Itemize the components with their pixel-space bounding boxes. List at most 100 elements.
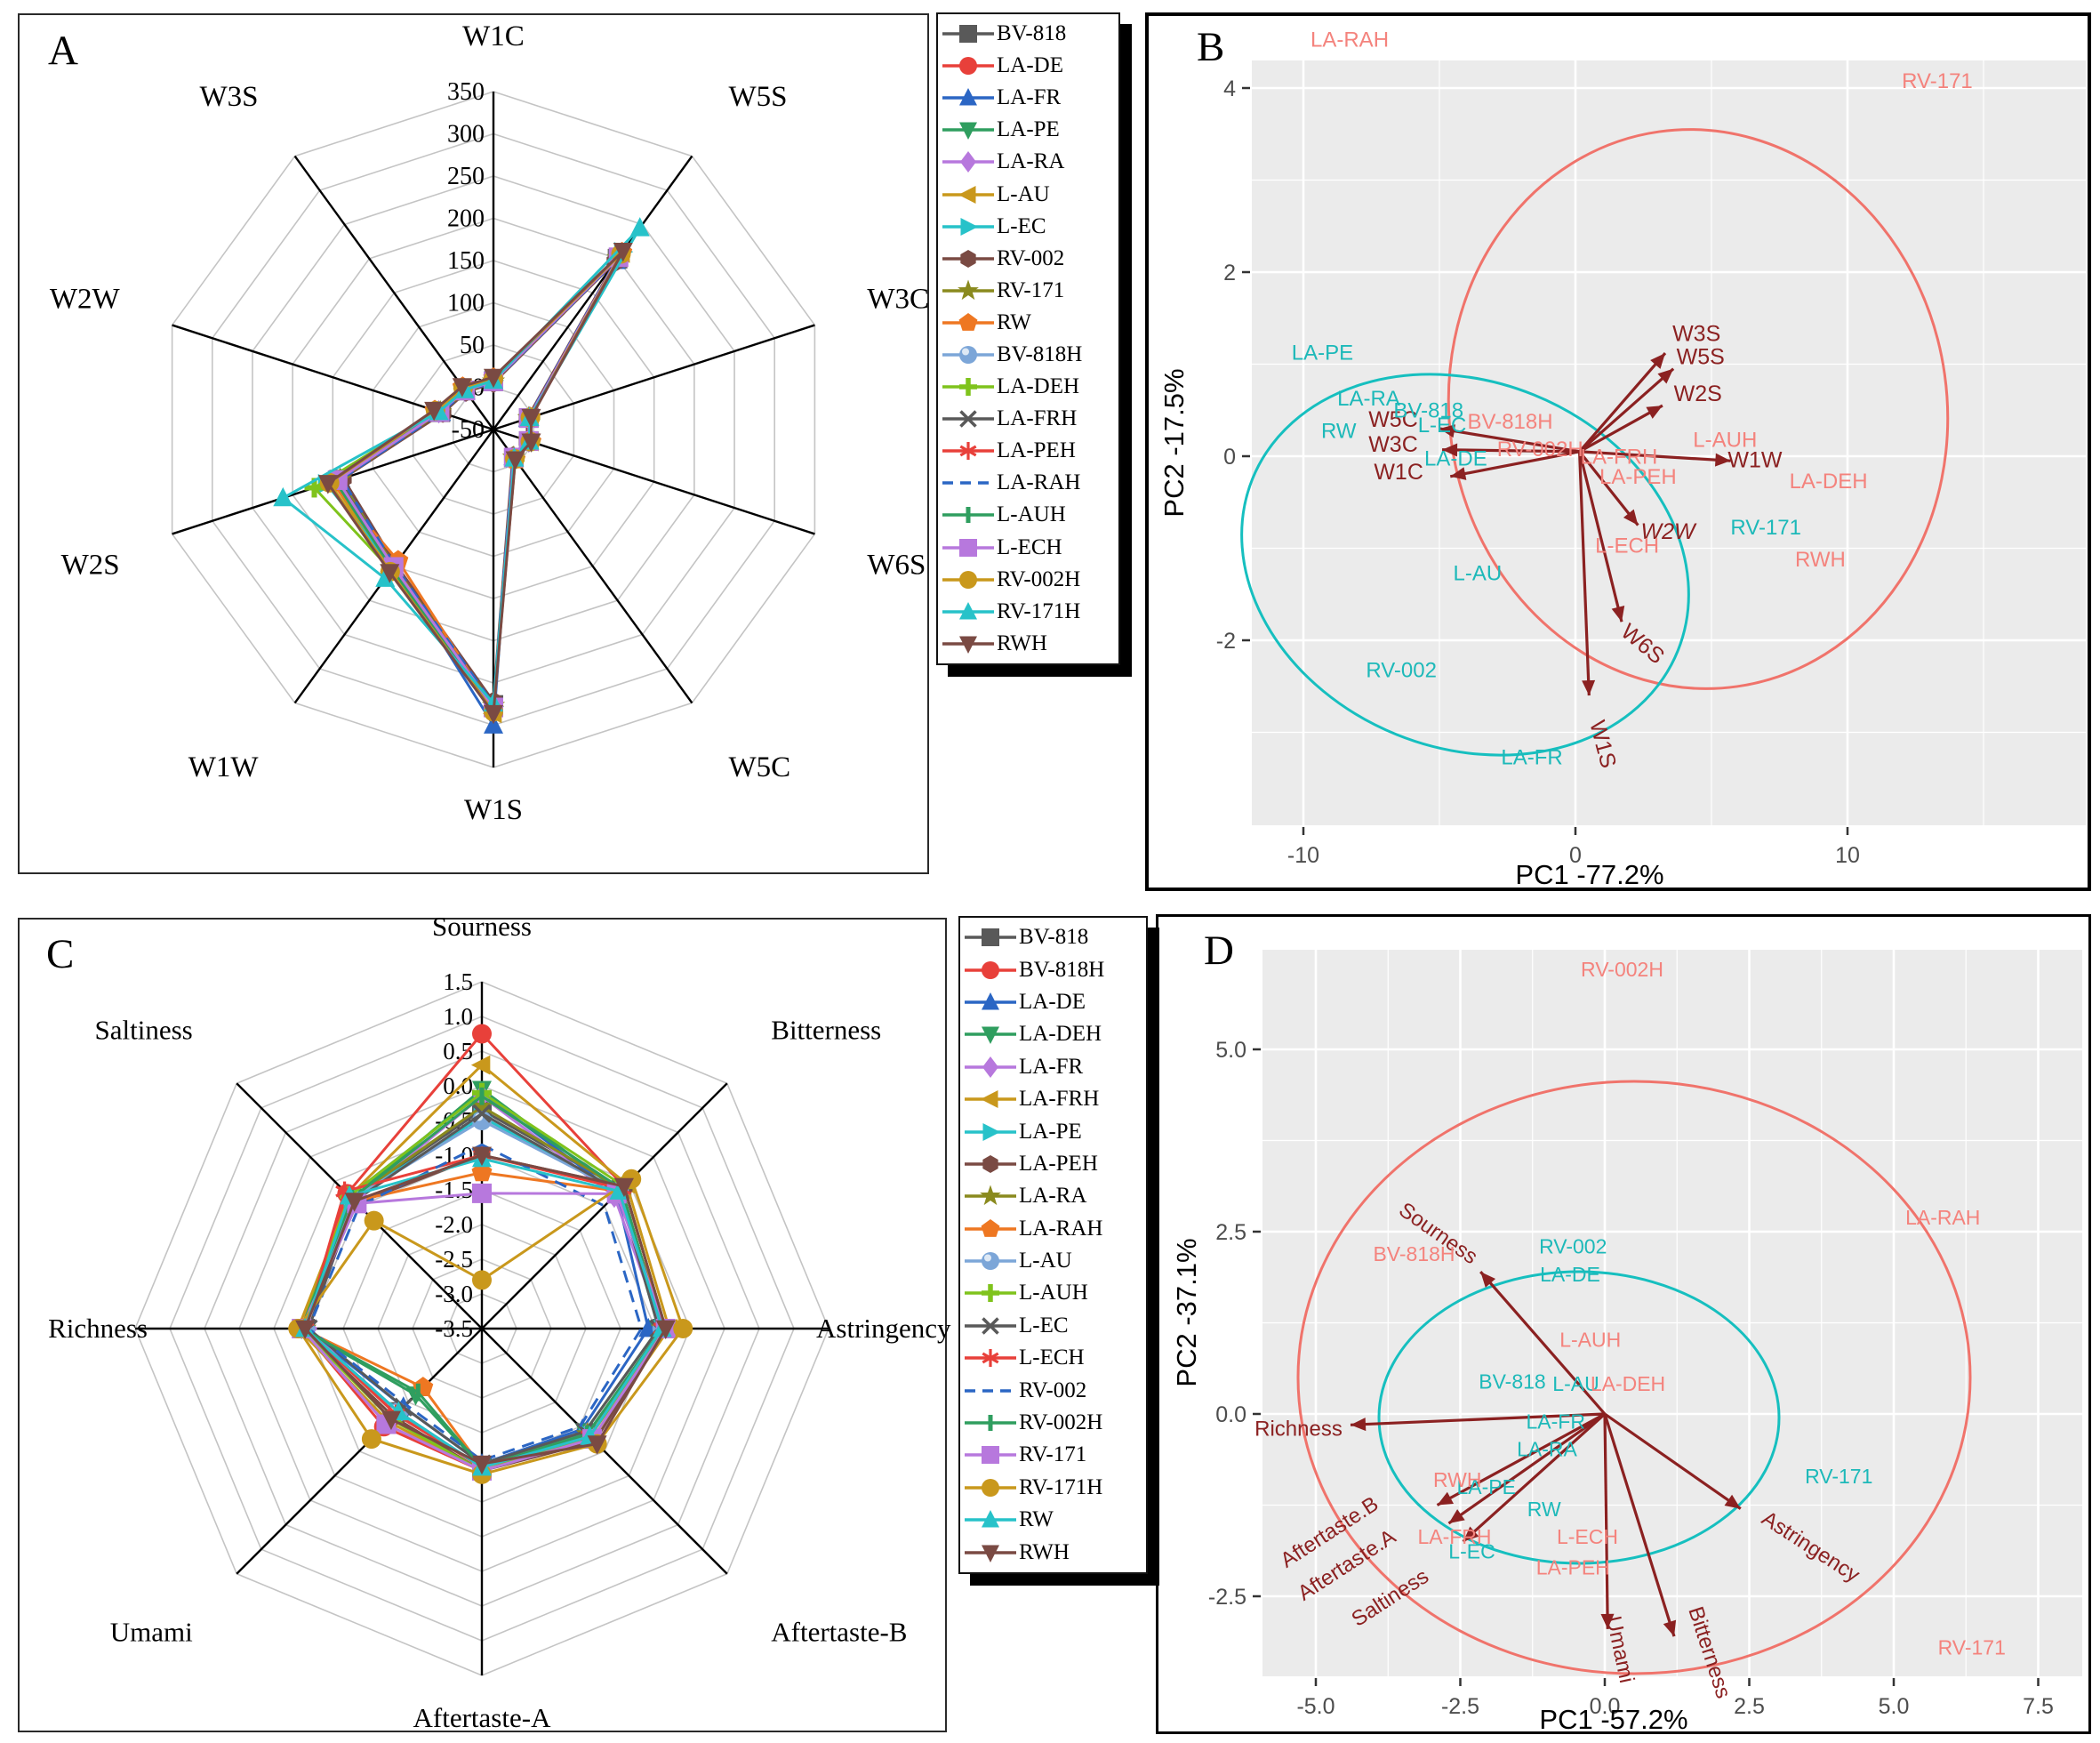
legend-item-RV-002: RV-002 (940, 244, 1117, 274)
legend-item-LA-RAH: LA-RAH (940, 468, 1117, 498)
legend-label: LA-PEH (1019, 1151, 1098, 1176)
LA-PE-marker-icon (942, 122, 994, 141)
RW-marker-icon (965, 1510, 1016, 1528)
legend-label: L-EC (1019, 1313, 1069, 1337)
LA-DE-marker-icon (965, 992, 1016, 1010)
LA-FR-marker-icon (942, 88, 994, 106)
L-AUH-marker-icon (942, 507, 994, 524)
legend-item-L-AUH: L-AUH (962, 1278, 1144, 1308)
RV-002H-marker-icon (965, 1415, 1016, 1432)
legend-item-LA-DE: LA-DE (940, 51, 1117, 81)
legend-item-RV-171: RV-171 (962, 1440, 1144, 1470)
L-EC-marker-icon (965, 1317, 1016, 1335)
RV-002-marker-icon (965, 1388, 1016, 1393)
legend-item-LA-FR: LA-FR (940, 83, 1117, 113)
L-AUH-marker-icon (965, 1284, 1016, 1303)
RV-171-marker-icon (965, 1446, 1016, 1465)
legend-label: BV-818 (1019, 925, 1089, 950)
legend-label: L-AUH (997, 502, 1066, 527)
LA-PEH-marker-icon (965, 1154, 1016, 1173)
L-ECH-marker-icon (942, 538, 994, 557)
legend-item-RV-002H: RV-002H (940, 565, 1117, 595)
legend-label: LA-FR (997, 85, 1062, 110)
legend-label: LA-DE (1019, 989, 1086, 1014)
legend-label: LA-DEH (997, 374, 1080, 399)
legend-item-RW: RW (962, 1505, 1144, 1535)
LA-RAH-marker-icon (965, 1218, 1016, 1237)
legend-item-LA-RAH: LA-RAH (962, 1214, 1144, 1244)
legend-item-BV-818H: BV-818H (940, 340, 1117, 370)
legend-label: LA-PE (1019, 1119, 1082, 1144)
legend-item-LA-DE: LA-DE (962, 987, 1144, 1017)
legend-item-L-EC: L-EC (962, 1311, 1144, 1341)
legend-item-L-AU: L-AU (962, 1246, 1144, 1276)
legend-label: LA-FR (1019, 1054, 1084, 1079)
LA-RA-marker-icon (965, 1185, 1016, 1206)
legend-item-LA-DEH: LA-DEH (962, 1019, 1144, 1049)
legend-label: L-AUH (1019, 1281, 1088, 1305)
legend-item-L-ECH: L-ECH (962, 1343, 1144, 1373)
legend-item-LA-PEH: LA-PEH (940, 436, 1117, 466)
legend-label: L-AU (1019, 1249, 1072, 1273)
panel-c-box (18, 918, 947, 1732)
RV-171H-marker-icon (942, 601, 994, 620)
RW-marker-icon (942, 312, 994, 331)
L-AU-marker-icon (942, 185, 994, 204)
legend-label: L-EC (997, 213, 1046, 238)
legend-item-RV-171: RV-171 (940, 276, 1117, 306)
legend-item-LA-RA: LA-RA (940, 147, 1117, 177)
legend-item-RV-002: RV-002 (962, 1376, 1144, 1406)
legend-label: BV-818H (997, 341, 1083, 366)
legend-label: LA-FRH (997, 406, 1078, 431)
legend-item-L-EC: L-EC (940, 212, 1117, 242)
LA-DE-marker-icon (942, 57, 994, 76)
LA-PEH-marker-icon (942, 442, 994, 461)
LA-FR-marker-icon (965, 1056, 1016, 1078)
legend-label: RV-002 (1019, 1378, 1087, 1402)
legend-item-LA-FR: LA-FR (962, 1052, 1144, 1082)
legend-label: RWH (997, 631, 1047, 655)
legend-label: L-AU (997, 181, 1050, 206)
legend-label: BV-818H (1019, 957, 1105, 982)
legend-item-L-ECH: L-ECH (940, 533, 1117, 563)
legend-label: L-ECH (1019, 1345, 1085, 1370)
panel-b-box (1145, 12, 2091, 891)
L-ECH-marker-icon (965, 1349, 1016, 1368)
legend-label: RV-171 (997, 277, 1065, 302)
legend-item-L-AUH: L-AUH (940, 500, 1117, 530)
LA-RA-marker-icon (942, 151, 994, 173)
L-EC-marker-icon (942, 217, 994, 236)
legend-panel-a: BV-818 LA-DE LA-FR LA-PE LA-RA L-AU L-EC RV-002… (936, 12, 1120, 665)
legend-label: L-ECH (997, 534, 1062, 559)
legend-label: BV-818 (997, 21, 1067, 46)
BV-818-marker-icon (965, 928, 1016, 947)
legend-item-BV-818: BV-818 (940, 19, 1117, 49)
legend-item-BV-818: BV-818 (962, 922, 1144, 952)
legend-label: LA-DEH (1019, 1022, 1102, 1047)
legend-label: RW (997, 309, 1031, 334)
legend-item-LA-FRH: LA-FRH (940, 404, 1117, 434)
legend-label: RWH (1019, 1539, 1070, 1564)
LA-DEH-marker-icon (965, 1026, 1016, 1045)
panel-c-letter: C (46, 931, 75, 977)
legend-label: LA-FRH (1019, 1087, 1100, 1112)
BV-818-marker-icon (942, 25, 994, 44)
RV-171H-marker-icon (965, 1478, 1016, 1497)
legend-item-RW: RW (940, 308, 1117, 338)
BV-818H-marker-icon (942, 345, 994, 364)
legend-item-RV-002H: RV-002H (962, 1408, 1144, 1438)
RWH-marker-icon (965, 1545, 1016, 1562)
legend-item-LA-PE: LA-PE (962, 1117, 1144, 1147)
legend-item-LA-PEH: LA-PEH (962, 1149, 1144, 1179)
legend-label: RV-002H (1019, 1410, 1103, 1435)
RV-002-marker-icon (942, 249, 994, 268)
legend-item-RV-171H: RV-171H (962, 1473, 1144, 1503)
LA-RAH-marker-icon (942, 481, 994, 486)
RV-002H-marker-icon (942, 570, 994, 589)
panel-d-box (1156, 914, 2091, 1734)
legend-label: RW (1019, 1507, 1054, 1532)
legend-item-RWH: RWH (940, 629, 1117, 659)
legend-label: LA-RA (1019, 1184, 1087, 1209)
legend-label: RV-171H (997, 598, 1081, 623)
